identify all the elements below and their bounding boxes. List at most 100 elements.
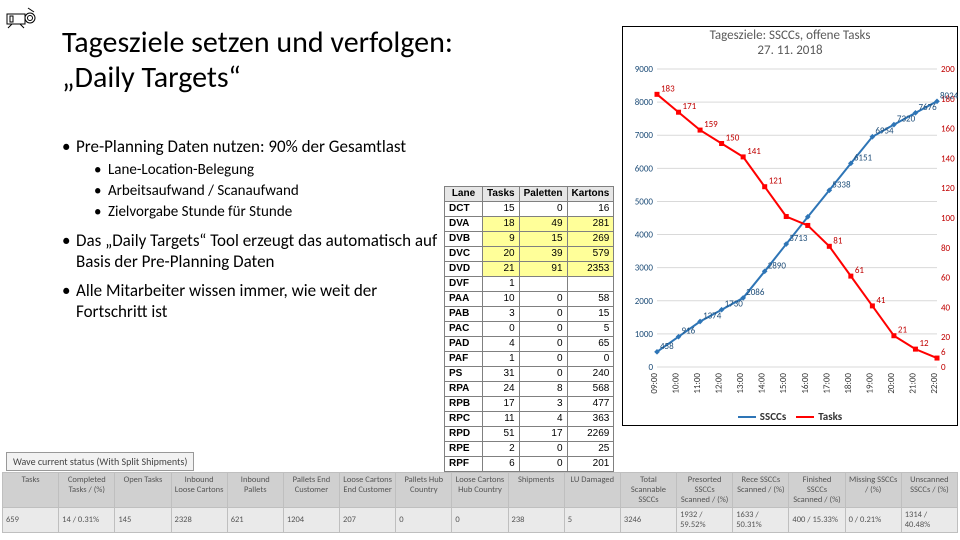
svg-text:6954: 6954 [875,126,894,137]
footer-table: TasksCompleted Tasks / (%)Open TasksInbo… [2,472,958,533]
footer-col: Shipments [508,473,564,508]
svg-text:2890: 2890 [768,260,787,271]
svg-text:159: 159 [704,119,718,130]
footer-tab: Wave current status (With Split Shipment… [6,452,194,471]
footer-col: Pallets Hub Country [396,473,452,508]
footer-cell: 3246 [620,508,676,533]
footer-cell: 1204 [283,508,339,533]
svg-text:22:00: 22:00 [929,373,940,394]
chart-title: Tagesziele: SSCCs, offene Tasks27. 11. 2… [623,27,957,59]
footer-cell: 1314 / 40.48% [901,508,957,533]
footer-cell: 1932 / 59.52% [677,508,733,533]
svg-text:4000: 4000 [635,230,654,241]
footer-col: Pallets End Customer [283,473,339,508]
footer-cell: 0 [452,508,508,533]
svg-text:12:00: 12:00 [714,373,725,394]
svg-text:1000: 1000 [635,329,654,340]
bullet-item: Pre-Planning Daten nutzen: 90% der Gesam… [62,136,442,222]
svg-text:2086: 2086 [746,287,765,298]
svg-text:0: 0 [648,362,653,373]
sub-bullet: Zielvorgabe Stunde für Stunde [94,203,442,222]
svg-text:6151: 6151 [854,152,873,163]
footer-cell: 14 / 0.31% [59,508,115,533]
svg-text:100: 100 [941,213,955,224]
svg-text:16:00: 16:00 [800,373,811,394]
svg-text:11:00: 11:00 [692,373,703,394]
svg-text:20: 20 [941,332,951,343]
footer-col: Finished SSCCs Scanned / (%) [789,473,845,508]
svg-text:6: 6 [941,347,946,358]
svg-text:09:00: 09:00 [649,373,660,394]
footer-cell: 2328 [171,508,227,533]
footer-col: LU Damaged [564,473,620,508]
footer-cell: 1633 / 50.31% [733,508,789,533]
svg-text:7000: 7000 [635,130,654,141]
svg-text:200: 200 [941,65,955,75]
footer-cell: 0 / 0.21% [845,508,901,533]
svg-text:121: 121 [769,176,783,187]
footer-cell: 238 [508,508,564,533]
page-title: Tagesziele setzen und verfolgen:„Daily T… [62,26,462,95]
svg-text:160: 160 [941,124,955,135]
svg-text:60: 60 [941,273,951,284]
footer-col: Missing SSCCs / (%) [845,473,901,508]
footer-cell: 659 [3,508,59,533]
svg-text:7676: 7676 [918,102,937,113]
svg-text:8024: 8024 [940,90,959,101]
svg-text:20:00: 20:00 [886,373,897,394]
svg-text:13:00: 13:00 [735,373,746,394]
svg-text:15:00: 15:00 [778,373,789,394]
svg-text:9000: 9000 [635,65,654,75]
footer-col: Tasks [3,473,59,508]
footer-col: Total Scannable SSCCs [620,473,676,508]
svg-text:18:00: 18:00 [843,373,854,394]
projector-icon [6,6,36,30]
footer-col: Rece SSCCs Scanned / (%) [733,473,789,508]
footer-col: Loose Cartons End Customer [340,473,396,508]
svg-text:150: 150 [726,133,740,144]
footer-col: Presorted SSCCs Scanned / (%) [677,473,733,508]
svg-text:7320: 7320 [897,114,916,125]
sub-bullet: Arbeitsaufwand / Scanaufwand [94,182,442,201]
footer-cell: 621 [227,508,283,533]
svg-text:5000: 5000 [635,196,654,207]
svg-text:8000: 8000 [635,97,654,108]
svg-text:1730: 1730 [725,299,744,310]
svg-text:1374: 1374 [703,311,722,322]
bullet-item: Das „Daily Targets“ Tool erzeugt das aut… [62,230,442,273]
chart-panel: Tagesziele: SSCCs, offene Tasks27. 11. 2… [622,26,958,426]
svg-text:61: 61 [855,265,865,276]
footer-cell: 400 / 15.33% [789,508,845,533]
svg-text:19:00: 19:00 [864,373,875,394]
svg-text:10:00: 10:00 [671,373,682,394]
svg-text:141: 141 [747,146,761,157]
bullet-item: Alle Mitarbeiter wissen immer, wie weit … [62,280,442,323]
footer-cell: 0 [396,508,452,533]
svg-text:41: 41 [876,295,886,306]
chart-legend: SSCCs Tasks [623,410,957,423]
footer-col: Completed Tasks / (%) [59,473,115,508]
svg-text:80: 80 [941,243,951,254]
footer-col: Inbound Loose Cartons [171,473,227,508]
svg-text:17:00: 17:00 [821,373,832,394]
svg-text:3000: 3000 [635,263,654,274]
lane-table: LaneTasksPalettenKartonsDCT15016DVA18492… [444,186,614,472]
footer-col: Inbound Pallets [227,473,283,508]
bullet-list: Pre-Planning Daten nutzen: 90% der Gesam… [62,136,442,331]
svg-text:916: 916 [682,326,696,337]
footer-cell: 5 [564,508,620,533]
svg-text:21: 21 [898,325,908,336]
svg-text:183: 183 [661,83,675,94]
svg-text:5338: 5338 [832,179,851,190]
svg-text:14:00: 14:00 [757,373,768,394]
svg-text:3713: 3713 [789,233,808,244]
svg-text:21:00: 21:00 [907,373,918,394]
svg-text:0: 0 [941,362,946,373]
footer-cell: 145 [115,508,171,533]
svg-text:140: 140 [941,153,955,164]
svg-text:458: 458 [660,341,674,352]
svg-text:171: 171 [683,101,697,112]
footer-col: Loose Cartons Hub Country [452,473,508,508]
svg-text:6000: 6000 [635,163,654,174]
footer-cell: 207 [340,508,396,533]
